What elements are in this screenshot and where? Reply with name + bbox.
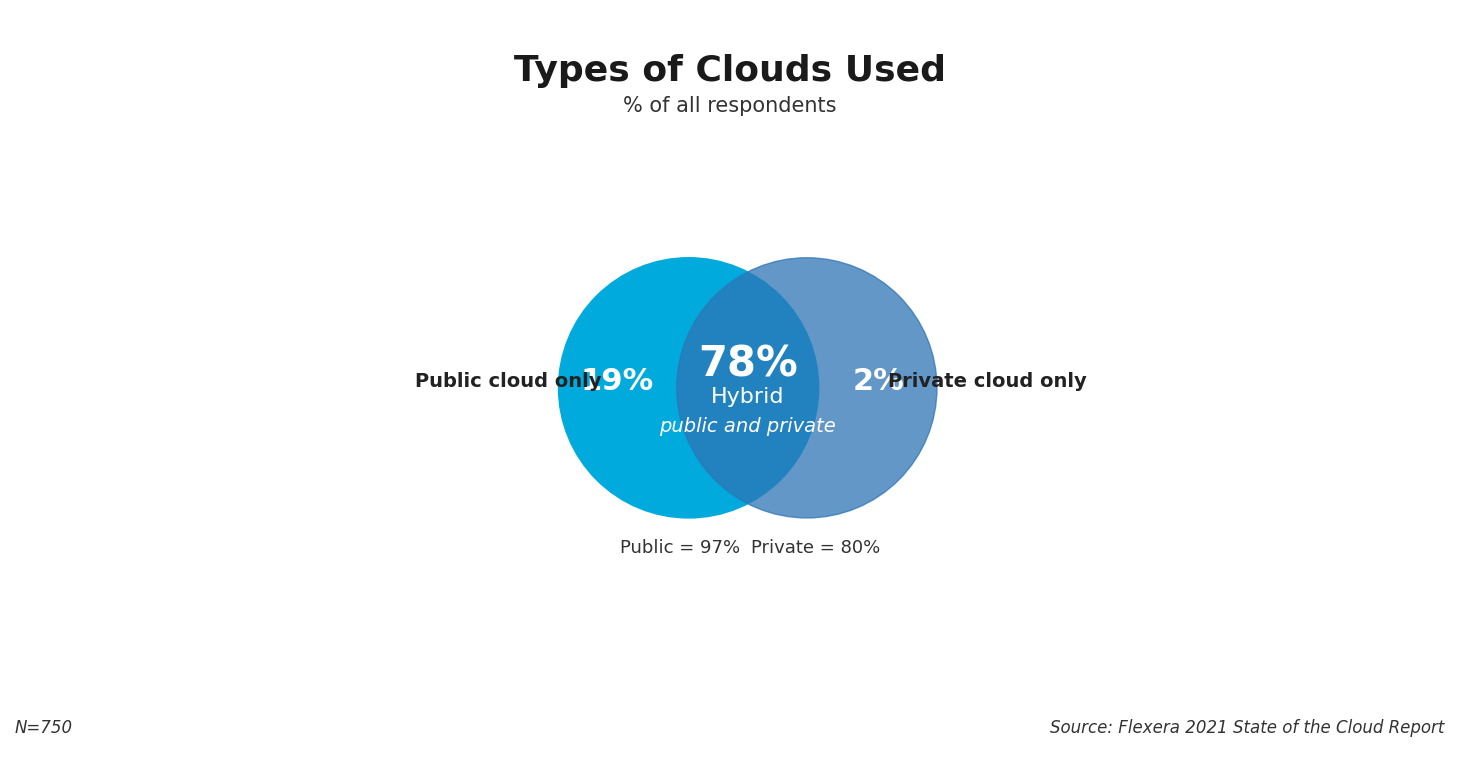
Text: 78%: 78% — [697, 343, 798, 386]
Circle shape — [559, 258, 818, 518]
Text: Hybrid: Hybrid — [711, 387, 785, 407]
Text: N=750: N=750 — [15, 720, 73, 737]
Text: public and private: public and private — [659, 417, 836, 435]
Text: Public = 97%: Public = 97% — [620, 538, 740, 557]
Text: Private cloud only: Private cloud only — [889, 372, 1087, 392]
Text: Types of Clouds Used: Types of Clouds Used — [514, 54, 945, 88]
Text: 19%: 19% — [581, 367, 654, 396]
Text: Public cloud only: Public cloud only — [414, 372, 601, 392]
Circle shape — [677, 258, 937, 518]
Text: Private = 80%: Private = 80% — [751, 538, 880, 557]
Text: Source: Flexera 2021 State of the Cloud Report: Source: Flexera 2021 State of the Cloud … — [1050, 720, 1444, 737]
Text: % of all respondents: % of all respondents — [623, 96, 836, 116]
Text: 2%: 2% — [852, 367, 905, 396]
